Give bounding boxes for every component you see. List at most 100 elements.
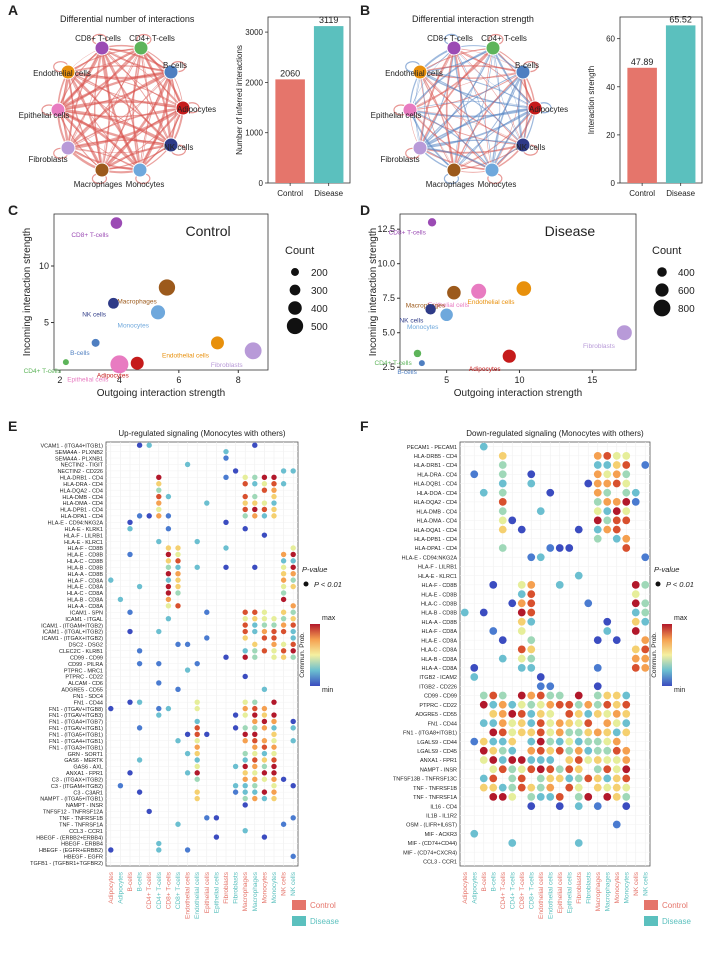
network-edge	[409, 47, 494, 111]
dot	[232, 468, 239, 474]
dot	[641, 636, 650, 645]
dot	[136, 757, 143, 763]
dot	[127, 609, 133, 615]
row-label: HLA-A - CD8B	[68, 572, 104, 578]
dot	[555, 746, 564, 755]
point-label-monocytes: Monocytes	[407, 324, 439, 331]
row-label: ICAM1 - (ITGAM+ITGB2)	[41, 623, 103, 629]
network-edge	[67, 71, 184, 109]
dot	[622, 700, 631, 709]
dot	[489, 765, 498, 774]
dot	[290, 853, 296, 860]
network-node-cd8-t-cells	[94, 40, 110, 56]
dot	[612, 728, 621, 737]
column-label-macrophages: Macrophages	[242, 871, 249, 911]
network-node-monocytes	[132, 162, 148, 178]
network-node-macrophages	[446, 162, 462, 178]
point-b-cells	[91, 338, 100, 347]
dot	[555, 765, 564, 774]
row-label: NECTIN2 - CD226	[57, 469, 103, 475]
x-tick-label: 8	[236, 375, 241, 385]
dot	[536, 691, 545, 700]
dot	[603, 719, 612, 728]
row-label: HBEGF - (EGFR+ERBB2)	[39, 848, 103, 854]
dot	[194, 731, 200, 738]
point-nk-cells	[108, 297, 119, 309]
dot	[565, 700, 574, 709]
dot	[156, 506, 162, 513]
dot	[631, 654, 640, 663]
dotplot-title: Down-regulated signaling (Monocytes with…	[466, 429, 644, 438]
row-label: IL16 - CD4	[430, 804, 457, 810]
dot	[242, 705, 248, 712]
network-edge	[419, 107, 536, 149]
network-edge	[409, 109, 493, 171]
row-label: NAMPT - (ITGA5+ITGB1)	[40, 797, 103, 803]
dot	[290, 564, 296, 570]
dot	[622, 691, 631, 700]
dot	[574, 571, 583, 580]
dot	[546, 682, 555, 691]
dot	[108, 705, 114, 712]
row-label: HLA-E - KLRK1	[64, 527, 103, 533]
network-edge	[67, 106, 184, 150]
dot	[280, 641, 287, 648]
dot	[280, 776, 287, 782]
point-label-fibroblasts: Fibroblasts	[583, 343, 616, 350]
point-cd4-t-cells	[413, 349, 422, 358]
dot	[574, 691, 583, 700]
network-edge	[419, 65, 524, 73]
dot	[194, 699, 200, 705]
dot	[622, 792, 631, 801]
dot	[603, 746, 612, 755]
dot	[479, 691, 488, 700]
dot	[536, 728, 545, 737]
dot	[242, 474, 248, 481]
dot	[136, 725, 143, 731]
dot	[271, 474, 277, 481]
dot	[536, 673, 545, 681]
network-edge	[409, 47, 494, 111]
dot	[165, 551, 172, 558]
dot	[252, 493, 258, 500]
dot	[290, 615, 296, 622]
dot	[612, 691, 621, 700]
dot	[479, 488, 488, 497]
dot	[213, 815, 220, 821]
dot	[593, 498, 602, 506]
row-label: LGALS9 - CD45	[417, 749, 457, 755]
dot	[622, 802, 631, 810]
dot	[612, 470, 621, 479]
dot	[612, 461, 621, 469]
dot	[261, 770, 268, 776]
column-label-fibroblasts: Fibroblasts	[576, 871, 583, 904]
dot	[498, 737, 507, 746]
dot	[252, 442, 258, 448]
row-label: HLA-DMB - CD4	[62, 495, 103, 501]
dot	[290, 654, 296, 660]
network-node-b-cells	[515, 64, 531, 80]
point-monocytes	[150, 305, 166, 320]
dot	[261, 789, 268, 795]
row-label: HLA-B - CD8B	[67, 565, 103, 571]
dot	[165, 577, 172, 583]
dot	[593, 728, 602, 737]
dot	[127, 526, 133, 532]
dot	[156, 538, 162, 545]
network-edge	[419, 71, 536, 109]
network-edge	[409, 109, 524, 146]
panel-label-e: E	[8, 418, 18, 434]
dot	[470, 470, 479, 479]
y-tick-label: 5	[44, 318, 49, 328]
dot	[232, 725, 239, 731]
network-edge	[139, 47, 149, 171]
dot	[108, 577, 114, 583]
size-legend-dot	[291, 268, 299, 276]
row-label: HLA-A - CD8B	[422, 620, 458, 626]
network-edge	[67, 71, 104, 171]
column-label-fibroblasts: Fibroblasts	[233, 871, 240, 904]
network-edge	[57, 108, 141, 171]
dot	[194, 725, 200, 731]
network-edge	[453, 47, 493, 171]
dot	[460, 608, 469, 617]
